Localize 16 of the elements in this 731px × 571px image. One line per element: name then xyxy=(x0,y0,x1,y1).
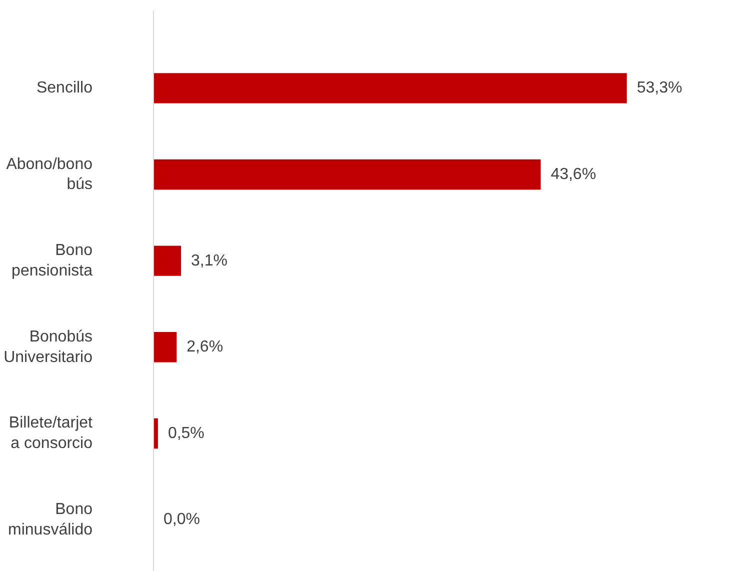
bar xyxy=(154,73,627,104)
data-label: 0,5% xyxy=(168,424,204,442)
data-label: 2,6% xyxy=(186,338,224,356)
y-tick-label: Bono pensionista xyxy=(12,242,93,280)
y-tick-label: Bono minusválido xyxy=(8,501,93,538)
data-label: 53,3% xyxy=(636,80,682,97)
bar xyxy=(154,332,177,362)
y-tick-label: Abono/bono bús xyxy=(6,156,93,194)
data-label: 0,0% xyxy=(164,511,200,528)
y-tick-label: Sencillo xyxy=(36,80,93,97)
data-label: 43,6% xyxy=(550,166,596,183)
y-tick-label: Bonobús Universitario xyxy=(4,328,93,366)
bar xyxy=(154,159,541,190)
y-tick-label: Billete/tarjet a consorcio xyxy=(8,414,94,452)
bar xyxy=(154,246,182,276)
data-label: 3,1% xyxy=(191,252,228,270)
